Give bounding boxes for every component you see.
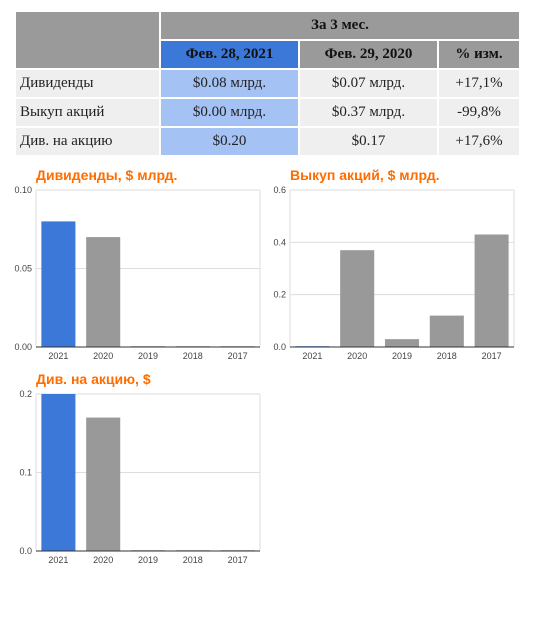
chart-title: Дивиденды, $ млрд. <box>36 167 178 183</box>
x-tick-label: 2017 <box>228 351 248 361</box>
table-corner <box>16 12 159 68</box>
x-tick-label: 2018 <box>437 351 457 361</box>
y-tick-label: 0.4 <box>273 237 286 247</box>
y-tick-label: 0.6 <box>273 185 286 195</box>
cell-previous: $0.17 <box>300 128 437 155</box>
cell-previous: $0.07 млрд. <box>300 70 437 97</box>
column-header-previous: Фев. 29, 2020 <box>300 41 437 68</box>
row-label: Дивиденды <box>16 70 159 97</box>
y-tick-label: 0.0 <box>273 342 286 352</box>
table-row: Выкуп акций $0.00 млрд. $0.37 млрд. -99,… <box>16 99 519 126</box>
dividend-per-share-chart: Див. на акцию, $ 0.0 0.1 0.2 2021 2020 2019 20… <box>19 371 266 571</box>
chart-plot: 0.00 0.05 0.10 2021 2020 2019 2018 2017 <box>14 185 261 361</box>
x-tick-label: 2021 <box>302 351 322 361</box>
bar <box>429 315 464 347</box>
y-tick-label: 0.05 <box>14 264 32 274</box>
x-tick-label: 2019 <box>138 351 158 361</box>
bar <box>474 234 509 347</box>
period-header: За 3 мес. <box>161 12 519 39</box>
row-label: Див. на акцию <box>16 128 159 155</box>
y-tick-label: 0.2 <box>19 389 32 399</box>
x-tick-label: 2020 <box>93 555 113 565</box>
x-tick-label: 2020 <box>93 351 113 361</box>
table-header-row: За 3 мес. <box>16 12 519 68</box>
cell-current: $0.20 <box>161 128 298 155</box>
bar <box>86 237 121 347</box>
column-header-change: % изм. <box>439 41 519 68</box>
x-tick-label: 2021 <box>48 351 68 361</box>
table-subheader-row: Фев. 28, 2021 Фев. 29, 2020 % изм. <box>16 41 519 68</box>
cell-change: +17,1% <box>439 70 519 97</box>
chart-title: Выкуп акций, $ млрд. <box>290 167 440 183</box>
chart-plot: 0.0 0.2 0.4 0.6 2021 2020 2019 2018 2017 <box>273 185 515 361</box>
column-header-current: Фев. 28, 2021 <box>161 41 298 68</box>
cell-previous: $0.37 млрд. <box>300 99 437 126</box>
y-tick-label: 0.0 <box>19 546 32 556</box>
x-tick-label: 2017 <box>228 555 248 565</box>
chart-plot: 0.0 0.1 0.2 2021 2020 2019 2018 2017 <box>19 389 261 565</box>
row-label: Выкуп акций <box>16 99 159 126</box>
buyback-chart: Выкуп акций, $ млрд. 0.0 0.2 0.4 0.6 2021 202… <box>273 167 520 367</box>
table-row: Дивиденды $0.08 млрд. $0.07 млрд. +17,1% <box>16 70 519 97</box>
cell-change: +17,6% <box>439 128 519 155</box>
x-tick-label: 2019 <box>392 351 412 361</box>
y-tick-label: 0.10 <box>14 185 32 195</box>
y-tick-label: 0.2 <box>273 290 286 300</box>
cell-current: $0.00 млрд. <box>161 99 298 126</box>
y-tick-label: 0.00 <box>14 342 32 352</box>
bar <box>384 339 420 347</box>
chart-title: Див. на акцию, $ <box>36 371 151 387</box>
table-row: Див. на акцию $0.20 $0.17 +17,6% <box>16 128 519 155</box>
x-tick-label: 2018 <box>183 351 203 361</box>
x-tick-label: 2019 <box>138 555 158 565</box>
bar <box>86 417 121 551</box>
y-tick-label: 0.1 <box>19 468 32 478</box>
cell-change: -99,8% <box>439 99 519 126</box>
x-tick-label: 2021 <box>48 555 68 565</box>
bar <box>41 394 76 551</box>
x-tick-label: 2018 <box>183 555 203 565</box>
x-tick-label: 2017 <box>482 351 502 361</box>
dividends-chart: Дивиденды, $ млрд. 0.00 0.05 0.10 2021 2020 2… <box>14 167 266 367</box>
x-tick-label: 2020 <box>347 351 367 361</box>
dividends-table: За 3 мес. Фев. 28, 2021 Фев. 29, 2020 % … <box>14 10 521 157</box>
bar <box>340 250 375 347</box>
cell-current: $0.08 млрд. <box>161 70 298 97</box>
bar <box>41 221 76 347</box>
